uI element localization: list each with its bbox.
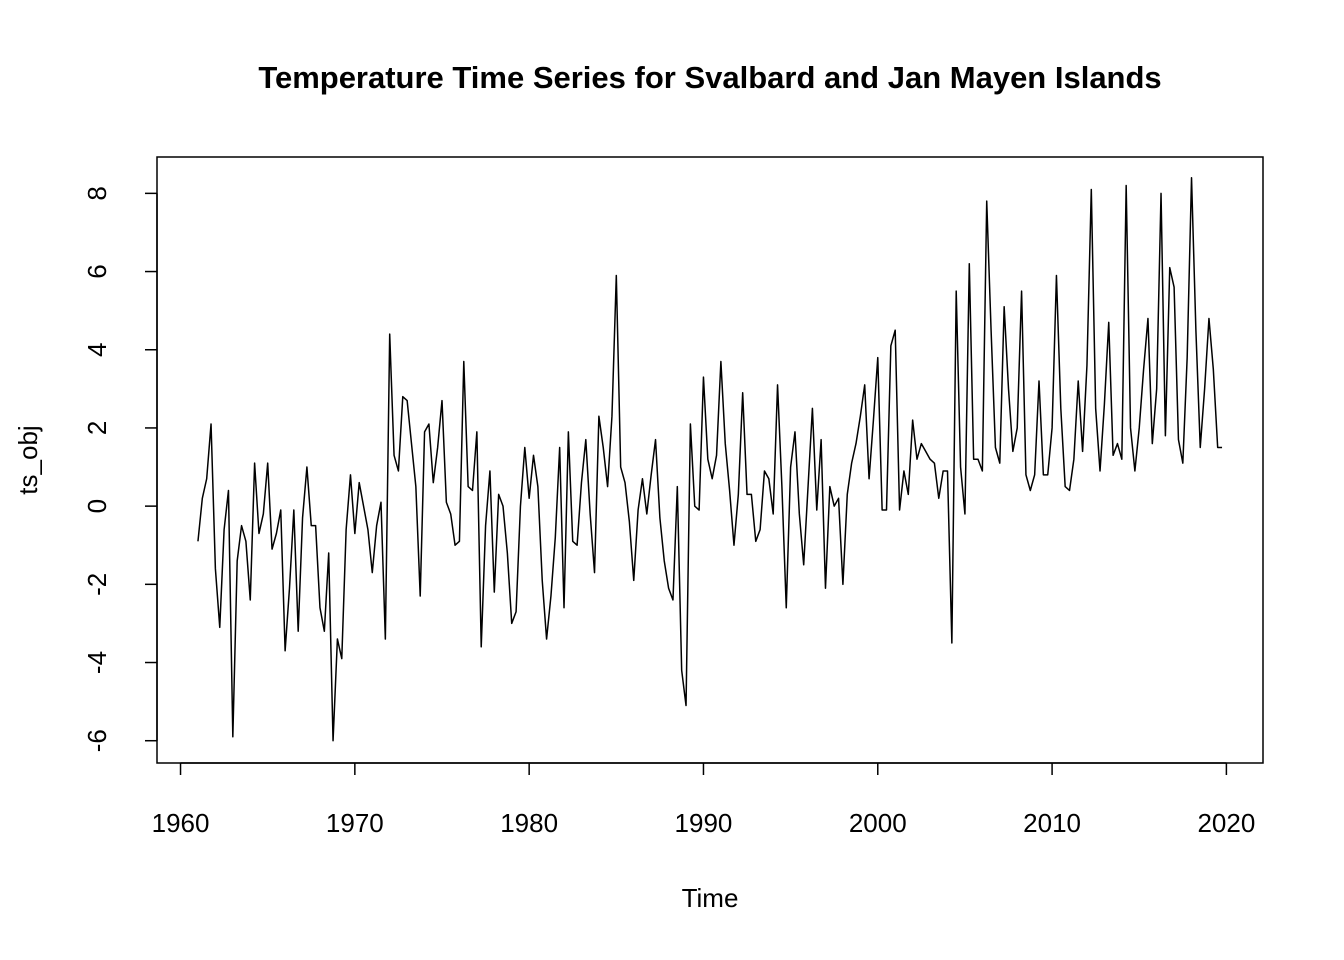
y-tick-label: -2 (82, 573, 112, 596)
x-tick-label: 1980 (500, 808, 558, 838)
x-tick-label: 1960 (152, 808, 210, 838)
y-tick-label: -4 (82, 651, 112, 674)
x-tick-label: 2020 (1197, 808, 1255, 838)
x-tick-label: 1990 (675, 808, 733, 838)
y-axis-label: ts_obj (13, 425, 43, 494)
x-tick-label: 2010 (1023, 808, 1081, 838)
y-tick-label: 2 (82, 421, 112, 435)
x-axis-label: Time (682, 883, 739, 913)
plot-frame (156, 156, 1264, 764)
x-tick-label: 2000 (849, 808, 907, 838)
y-tick-label: 4 (82, 343, 112, 357)
series-line (197, 176, 1223, 742)
y-tick-label: -6 (82, 729, 112, 752)
x-tick-label: 1970 (326, 808, 384, 838)
y-tick-label: 6 (82, 264, 112, 278)
y-tick-label: 8 (82, 186, 112, 200)
chart-title: Temperature Time Series for Svalbard and… (258, 60, 1161, 95)
y-tick-label: 0 (82, 499, 112, 513)
